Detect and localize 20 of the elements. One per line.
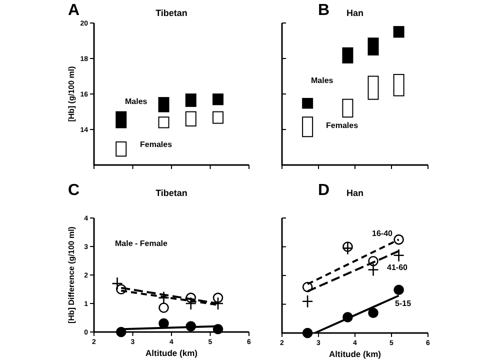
text: D <box>318 182 330 199</box>
text: C <box>68 182 80 199</box>
series-label: 41-60 <box>387 263 408 272</box>
annotation: Male - Female <box>115 239 168 248</box>
text: A <box>68 2 80 19</box>
chart-title: Tibetan <box>156 8 188 18</box>
chart-title: Han <box>346 188 364 198</box>
text: B <box>318 2 330 19</box>
series-label: Males <box>311 76 334 85</box>
y-axis-title: [Hb] Difference (g/100 ml) <box>67 226 76 324</box>
series-label: 16-40 <box>372 229 394 238</box>
x-axis-title: Altitude (km) <box>329 349 382 359</box>
series-label: Males <box>125 97 148 106</box>
series-label: Females <box>140 140 173 149</box>
x-axis-title: Altitude (km) <box>146 348 198 358</box>
chart-title: Han <box>346 8 364 18</box>
y-axis-title: [Hb] (g/100 ml) <box>67 66 76 122</box>
series-label: 5-15 <box>395 299 412 308</box>
series-label: Females <box>326 121 359 130</box>
chart-title: Tibetan <box>156 188 188 198</box>
